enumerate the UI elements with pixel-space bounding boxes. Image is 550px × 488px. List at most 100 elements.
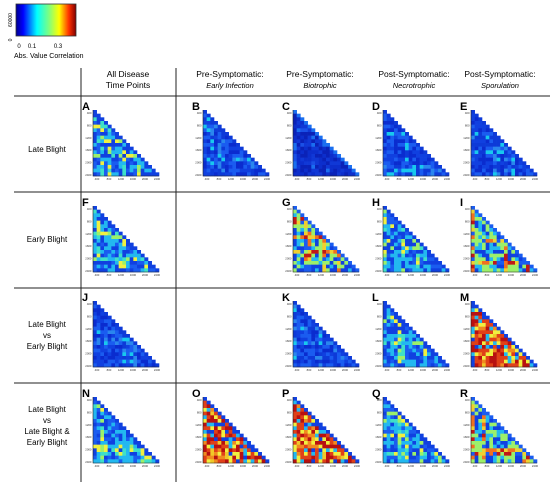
heatmap-cell [496,444,501,449]
heatmap-cell [322,345,327,349]
heatmap-cell [296,121,301,125]
heatmap-cell [493,452,497,456]
heatmap-cell [471,235,475,240]
heatmap-cell [322,165,327,169]
x-tick-label: 2000 [342,177,349,181]
heatmap-cell [151,268,156,273]
heatmap-cell [236,430,240,434]
heatmap-cell [118,459,123,464]
heatmap-cell [221,422,226,427]
heatmap-cell [471,459,475,464]
heatmap-cell [300,250,305,254]
heatmap-cell [383,359,387,364]
y-tick-label: 800 [465,123,470,127]
heatmap-cell [500,246,505,251]
heatmap-cell [111,455,116,460]
heatmap-cell [318,246,323,251]
y-tick-label: 1200 [375,327,382,331]
heatmap-cell [386,315,391,320]
heatmap-cell [405,352,409,357]
heatmap-cell [423,253,428,258]
heatmap-cell [471,415,475,420]
heatmap-cell [408,422,413,427]
heatmap-cell [104,452,108,456]
heatmap-cell [307,337,312,342]
heatmap-cell [493,330,497,335]
heatmap-cell [401,157,406,162]
heatmap-cell [221,128,226,133]
heatmap-cell [322,264,327,269]
heatmap-cell [318,359,323,364]
heatmap-cell [96,404,101,409]
heatmap-cell [504,356,508,360]
heatmap-cell [300,352,305,357]
heatmap-cell [93,326,97,331]
heatmap-cell [438,168,442,173]
heatmap-cell [333,168,338,173]
heatmap-cell [340,268,345,273]
heatmap-cell [315,452,319,456]
heatmap-cells [293,397,360,464]
heatmap-cell [129,257,134,262]
heatmap-cell [386,157,391,162]
heatmap-cell [485,430,490,434]
heatmap-cell [427,157,431,162]
heatmap-cell [397,422,402,427]
heatmap-cell [515,257,519,262]
heatmap-cell [307,124,312,129]
heatmap-cell [434,261,439,265]
y-tick-label: 2000 [375,448,382,452]
heatmap-cell [293,213,297,218]
heatmap-cell [434,359,439,364]
heatmap-cell [296,308,301,313]
heatmap-cell [304,124,308,129]
heatmap-cell [489,161,494,166]
heatmap-cell [315,330,319,335]
heatmap-cell [511,168,516,173]
heatmap-cell [100,411,105,416]
heatmap-cell [340,459,345,464]
heatmap-cell [122,253,127,258]
heatmap-cell [247,448,251,453]
x-tick-label: 2400 [354,368,361,372]
heatmap-cell [423,437,428,442]
heatmap-cell [408,253,413,258]
heatmap-cell [126,348,130,353]
heatmap-cell [438,363,442,368]
heatmap-cell [300,404,305,409]
heatmap-cell [300,253,305,258]
heatmap-cell [405,154,409,158]
heatmap-cell [489,448,494,453]
y-tick-label: 1200 [463,423,470,427]
heatmap-cell [412,161,417,166]
heatmap-cell [416,257,420,262]
heatmap-cell [504,345,508,349]
heatmap-cell [293,206,297,210]
heatmap-cell [504,261,508,265]
heatmap-cell [489,455,494,460]
heatmap-cell [344,352,349,357]
heatmap-cell [416,444,420,449]
heatmap-cell [474,165,479,169]
heatmap-cell [93,165,97,169]
heatmap-cell [318,441,323,445]
y-tick-label: 400 [87,398,92,402]
heatmap-cell [307,168,312,173]
heatmap-cell [478,330,483,335]
heatmap-cell [390,268,395,273]
heatmap-cell [482,430,486,434]
heatmap-cell [322,452,327,456]
heatmap-cell [340,359,345,364]
heatmap-cell [293,312,297,316]
heatmap-cell [478,124,483,129]
heatmap-cell [203,404,207,409]
row-label-late-blight: Late Blight [28,145,67,154]
heatmap-cell [504,452,508,456]
heatmap-cell [126,356,130,360]
heatmap-cell [329,337,334,342]
heatmap-cell [390,437,395,442]
y-tick-label: 1200 [195,423,202,427]
heatmap-cell [304,253,308,258]
